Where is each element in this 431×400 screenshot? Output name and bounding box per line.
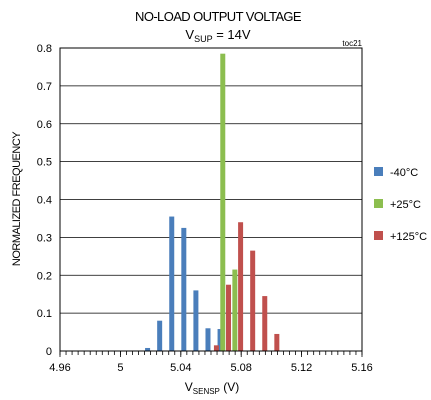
y-tick-label: 0.7 xyxy=(37,81,52,93)
x-tick-label: 5 xyxy=(117,362,123,374)
y-tick-label: 0.6 xyxy=(37,119,52,131)
chart-title: NO-LOAD OUTPUT VOLTAGE xyxy=(135,9,302,24)
bar xyxy=(169,216,175,351)
ticks: 0 0.1 0.2 0.3 0.4 0.5 0.6 0.7 0.8 4.96 5 5.04 5.08 5.… xyxy=(37,43,373,374)
x-tick-label: 4.96 xyxy=(49,362,70,374)
chart-subtitle: VSUP = 14V xyxy=(185,27,250,44)
y-tick-label: 0.3 xyxy=(37,232,52,244)
bar xyxy=(145,347,151,351)
legend: -40°C +25°C +125°C xyxy=(374,167,427,243)
chart-tag: toc21 xyxy=(342,39,362,48)
bar xyxy=(213,345,219,351)
x-tick-label: 5.08 xyxy=(230,362,251,374)
x-axis-label: VSENSP (V) xyxy=(185,380,239,396)
legend-label: -40°C xyxy=(390,167,418,179)
bar xyxy=(193,290,199,351)
bar xyxy=(220,53,226,352)
bars xyxy=(145,53,280,352)
x-tick-label: 5.04 xyxy=(170,362,191,374)
bar xyxy=(238,222,244,351)
grid xyxy=(60,47,362,314)
xlabel-rest: (V) xyxy=(220,380,239,394)
xlabel-sub: SENSP xyxy=(193,387,220,396)
x-tick-label: 5.12 xyxy=(291,362,312,374)
legend-label: +25°C xyxy=(390,199,421,211)
bar xyxy=(205,328,211,351)
subtitle-main: V xyxy=(185,27,194,42)
legend-swatch xyxy=(374,199,383,208)
y-tick-label: 0 xyxy=(46,346,52,358)
axes xyxy=(59,47,363,357)
legend-label: +125°C xyxy=(390,231,427,243)
plot-frame xyxy=(59,47,363,352)
y-tick-label: 0.8 xyxy=(37,43,52,55)
bar xyxy=(232,269,238,351)
y-axis-label: NORMALIZED FREQUENCY xyxy=(11,131,23,266)
bar xyxy=(250,250,256,351)
bar xyxy=(181,227,187,351)
y-tick-label: 0.4 xyxy=(37,195,52,207)
bar xyxy=(157,320,163,351)
y-tick-label: 0.2 xyxy=(37,270,52,282)
bar xyxy=(226,284,232,351)
legend-swatch xyxy=(374,167,383,176)
y-tick-label: 0.5 xyxy=(37,157,52,169)
bar xyxy=(274,333,280,351)
subtitle-sub: SUP xyxy=(194,34,213,44)
subtitle-rest: = 14V xyxy=(213,27,251,42)
xlabel-main: V xyxy=(185,380,193,394)
bar xyxy=(262,296,268,351)
y-tick-label: 0.1 xyxy=(37,308,52,320)
x-tick-label: 5.16 xyxy=(351,362,372,374)
legend-swatch xyxy=(374,231,383,240)
bar xyxy=(217,329,223,351)
